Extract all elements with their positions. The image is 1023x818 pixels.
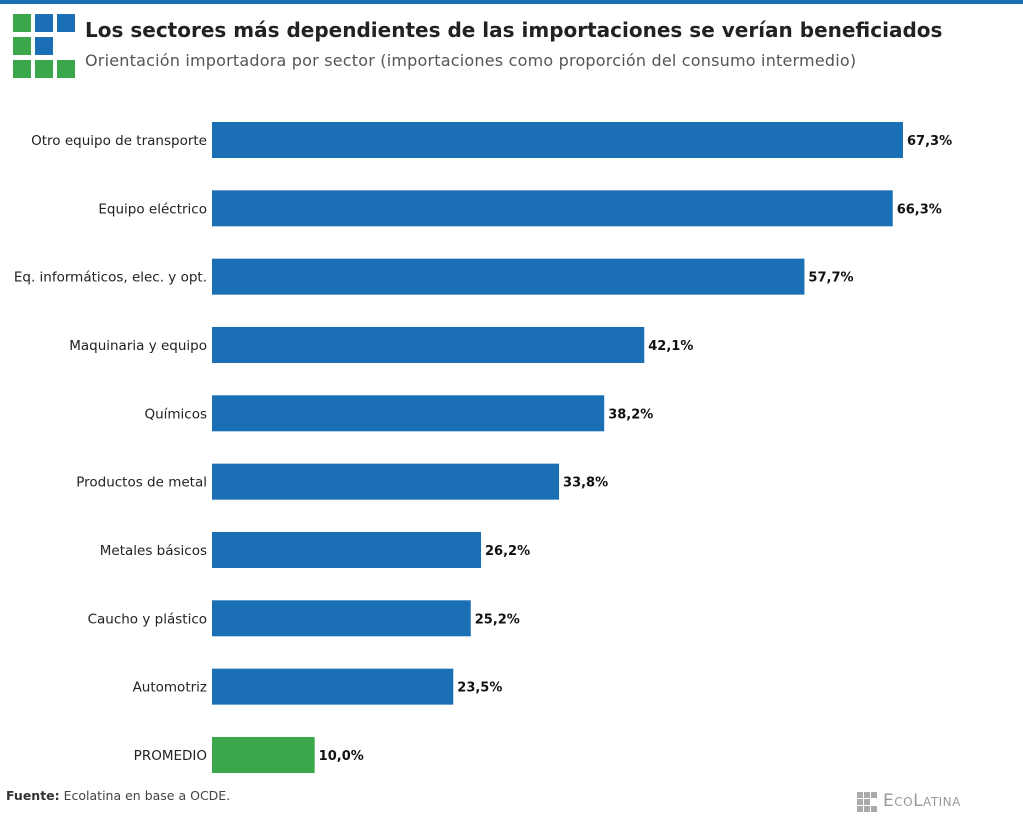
category-label: Caucho y plástico [88, 611, 207, 627]
category-label: Químicos [144, 406, 207, 422]
category-label: Eq. informáticos, elec. y opt. [14, 270, 207, 286]
chart-subtitle: Orientación importadora por sector (impo… [85, 51, 857, 70]
data-label: 67,3% [907, 134, 952, 149]
data-label: 25,2% [475, 612, 520, 627]
bar [212, 122, 903, 158]
data-label: 38,2% [608, 407, 653, 422]
bar [212, 600, 471, 637]
chart-title: Los sectores más dependientes de las imp… [85, 18, 943, 42]
top-accent-bar [0, 0, 1023, 4]
brand-name: EcoLatina [883, 791, 961, 811]
source-label: Fuente: [6, 788, 60, 803]
data-label: 42,1% [648, 339, 693, 354]
category-label: Equipo eléctrico [98, 201, 207, 217]
data-label: 23,5% [457, 681, 502, 696]
bar [212, 463, 560, 500]
source-note: Fuente: Ecolatina en base a OCDE. [6, 788, 230, 803]
bar [212, 736, 315, 773]
bar [212, 190, 893, 227]
category-label: Automotriz [133, 680, 207, 696]
category-label: Maquinaria y equipo [69, 338, 207, 354]
data-label: 66,3% [897, 202, 942, 217]
category-label: Metales básicos [100, 543, 207, 559]
bar [212, 326, 645, 363]
bar [212, 531, 482, 568]
data-label: 57,7% [808, 271, 853, 286]
category-label: Productos de metal [76, 475, 207, 491]
source-text: Ecolatina en base a OCDE. [59, 788, 231, 803]
data-label: 10,0% [319, 749, 364, 764]
bar [212, 668, 454, 705]
category-label: Otro equipo de transporte [31, 133, 207, 149]
bar [212, 258, 805, 295]
bar [212, 395, 605, 432]
data-label: 33,8% [563, 476, 608, 491]
data-label: 26,2% [485, 544, 530, 559]
category-label: PROMEDIO [134, 748, 207, 764]
